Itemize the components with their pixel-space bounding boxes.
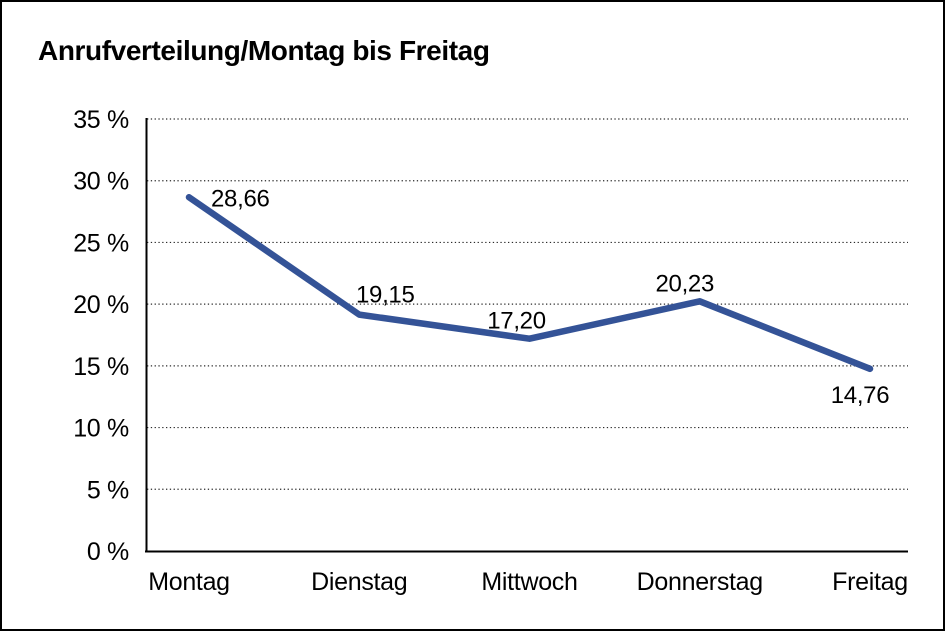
y-tick-label: 15 % — [73, 353, 129, 381]
y-tick-label: 20 % — [73, 291, 129, 319]
x-tick-label: Freitag — [832, 568, 908, 596]
data-line-anrufverteilung — [185, 194, 874, 373]
value-label: 14,76 — [831, 382, 890, 409]
y-tick-label: 0 % — [87, 538, 129, 566]
value-label: 17,20 — [487, 308, 546, 335]
value-label: 19,15 — [356, 282, 415, 309]
y-tick-label: 5 % — [87, 476, 129, 504]
x-tick-label: Mittwoch — [481, 568, 577, 596]
y-tick-label: 25 % — [73, 229, 129, 257]
x-tick-label: Donnerstag — [637, 568, 763, 596]
x-tick-label: Montag — [148, 568, 230, 596]
value-label: 20,23 — [655, 270, 714, 297]
x-tick-label: Dienstag — [311, 568, 407, 596]
value-label: 28,66 — [211, 185, 270, 212]
chart-title: Anrufverteilung/Montag bis Freitag — [38, 35, 490, 66]
y-tick-label: 10 % — [73, 415, 129, 443]
y-tick-label: 30 % — [73, 168, 129, 196]
y-tick-label: 35 % — [73, 106, 129, 134]
